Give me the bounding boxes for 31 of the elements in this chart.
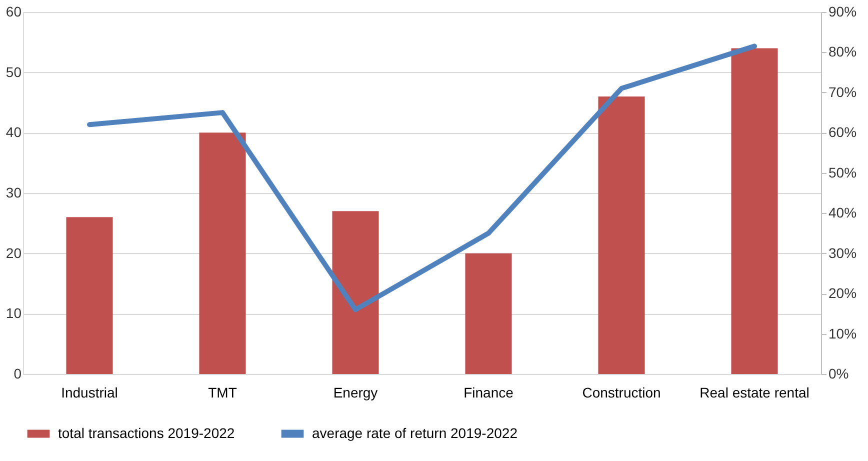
- bar: [199, 132, 246, 374]
- y2-tick-label: 70%: [828, 84, 857, 100]
- y-tick-label: 10: [6, 305, 22, 322]
- y2-tick-label: 90%: [828, 4, 857, 20]
- y2-tick-label: 10%: [828, 325, 857, 342]
- y2-tick-label: 50%: [828, 164, 857, 180]
- y2-tick-label: 30%: [828, 244, 857, 261]
- y-tick-label: 30: [6, 184, 22, 200]
- bar: [332, 211, 379, 374]
- y2-tick-label: 20%: [828, 285, 857, 302]
- y-tick-label: 20: [6, 244, 22, 261]
- bar: [731, 48, 778, 374]
- x-tick-label: Industrial: [61, 384, 118, 400]
- x-tick-label: Energy: [333, 384, 378, 400]
- bar: [598, 96, 645, 374]
- y2-tick-label: 40%: [828, 204, 857, 221]
- y2-tick-label: 60%: [828, 124, 857, 140]
- y-tick-label: 60: [6, 4, 22, 20]
- y2-tick-label: 0%: [828, 366, 849, 382]
- x-tick-label: Construction: [582, 384, 661, 400]
- x-tick-label: TMT: [208, 384, 238, 400]
- legend-label: average rate of return 2019-2022: [312, 424, 518, 441]
- y-tick-label: 0: [14, 366, 22, 382]
- x-tick-label: Real estate rental: [700, 384, 810, 400]
- x-tick-label: Finance: [464, 384, 514, 400]
- legend-label: total transactions 2019-2022: [58, 424, 235, 441]
- y-tick-label: 50: [6, 64, 22, 80]
- y2-tick-label: 80%: [828, 44, 857, 60]
- y-tick-label: 40: [6, 124, 22, 140]
- bar: [66, 217, 113, 374]
- bar: [465, 253, 512, 374]
